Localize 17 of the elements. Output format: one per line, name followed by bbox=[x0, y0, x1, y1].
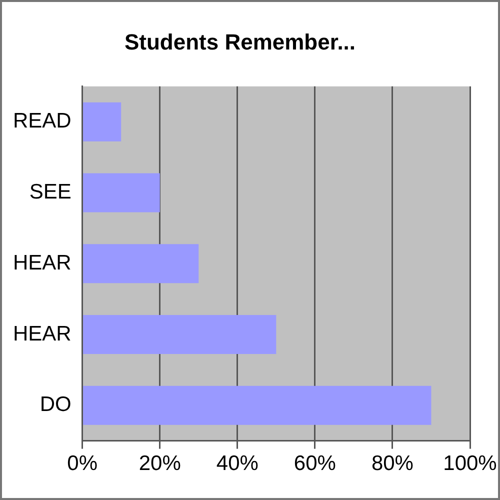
bar bbox=[83, 314, 276, 354]
x-tick-label: 60% bbox=[294, 452, 336, 476]
x-tick-label: 80% bbox=[371, 452, 414, 476]
y-tick-label: READ bbox=[12, 110, 72, 133]
y-tick-label: SEE bbox=[29, 180, 72, 204]
y-tick-label: HEAR bbox=[12, 251, 72, 274]
bar bbox=[83, 386, 432, 425]
bar bbox=[83, 244, 199, 284]
y-tick-label: DO bbox=[40, 393, 72, 416]
x-tick-label: 40% bbox=[216, 452, 258, 476]
x-tick-label: 100% bbox=[443, 452, 497, 476]
bar bbox=[83, 173, 160, 212]
bar bbox=[83, 102, 122, 142]
y-tick-label: HEAR bbox=[12, 322, 72, 346]
chart-title: Students Remember... bbox=[124, 29, 356, 54]
x-tick-label: 20% bbox=[138, 452, 181, 476]
x-tick-label: 0% bbox=[67, 452, 98, 476]
